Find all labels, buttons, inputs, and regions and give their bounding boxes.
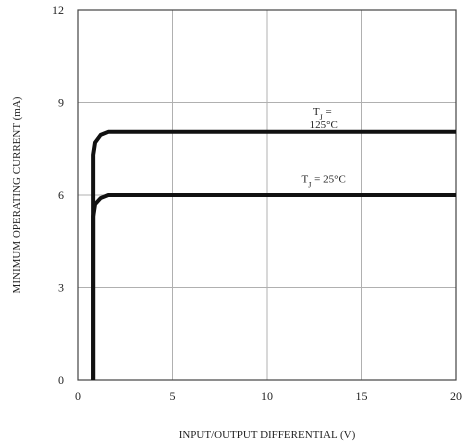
series-lines xyxy=(91,129,456,380)
series-line-tj-125 xyxy=(91,129,456,380)
x-tick-label: 10 xyxy=(261,389,273,403)
y-tick-label: 6 xyxy=(58,188,64,202)
x-tick-label: 0 xyxy=(75,389,81,403)
x-tick-labels: 0 5 10 15 20 xyxy=(75,389,462,403)
y-axis-label: MINIMUM OPERATING CURRENT (mA) xyxy=(11,96,23,293)
x-axis-label: INPUT/OUTPUT DIFFERENTIAL (V) xyxy=(179,429,356,441)
y-tick-label: 3 xyxy=(58,281,64,295)
annotation-tj-125: TJ = 125°C xyxy=(310,106,338,131)
y-tick-labels: 0 3 6 9 12 xyxy=(52,3,64,387)
x-tick-label: 20 xyxy=(450,389,462,403)
x-tick-label: 5 xyxy=(170,389,176,403)
y-tick-label: 9 xyxy=(58,96,64,110)
y-tick-label: 12 xyxy=(52,3,64,17)
y-tick-label: 0 xyxy=(58,373,64,387)
annotation-tj-25: TJ = 25°C xyxy=(302,174,346,190)
x-tick-label: 15 xyxy=(356,389,368,403)
